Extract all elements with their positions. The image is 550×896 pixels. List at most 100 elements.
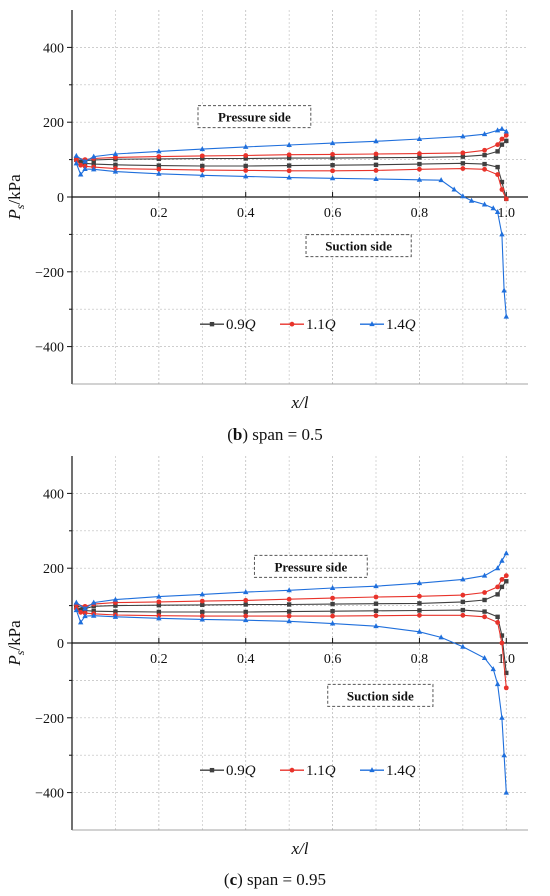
legend-label-q: Q bbox=[245, 317, 256, 333]
data-point bbox=[156, 603, 162, 608]
x-tick-label: 0.8 bbox=[411, 206, 429, 221]
data-point bbox=[373, 151, 379, 157]
legend-label: 1.1Q bbox=[306, 763, 336, 779]
data-point bbox=[499, 142, 505, 147]
x-tick-label: 0.6 bbox=[324, 206, 342, 221]
legend-label: 1.4Q bbox=[386, 317, 416, 333]
data-point bbox=[503, 573, 509, 579]
data-point bbox=[494, 681, 501, 687]
data-point bbox=[501, 752, 507, 758]
data-point bbox=[243, 153, 249, 158]
data-point bbox=[481, 654, 488, 660]
data-point bbox=[373, 594, 379, 600]
data-point bbox=[460, 193, 466, 199]
data-point bbox=[460, 612, 466, 618]
data-point bbox=[329, 620, 336, 626]
data-point bbox=[329, 585, 336, 591]
x-tick-label: 0.8 bbox=[411, 652, 429, 667]
data-point bbox=[482, 152, 487, 158]
y-tick-label: 400 bbox=[43, 487, 64, 502]
legend-label-q: Q bbox=[325, 317, 336, 333]
data-point bbox=[286, 155, 292, 161]
data-point bbox=[243, 589, 249, 595]
data-point bbox=[373, 583, 379, 589]
data-point bbox=[78, 160, 83, 165]
y-tick-label: −400 bbox=[35, 341, 64, 356]
data-point bbox=[460, 161, 466, 166]
data-point bbox=[199, 591, 205, 597]
data-point bbox=[286, 142, 292, 148]
caption-c: (c) span = 0.95 bbox=[223, 870, 327, 889]
legend-label-number: 1.4 bbox=[386, 317, 405, 333]
legend-label-q: Q bbox=[405, 763, 416, 779]
annotation-box bbox=[253, 554, 368, 578]
data-point bbox=[243, 143, 249, 149]
data-point bbox=[499, 136, 505, 142]
legend-label: 1.4Q bbox=[386, 763, 416, 779]
x-axis-label: x/l bbox=[291, 393, 309, 412]
data-point bbox=[286, 602, 292, 607]
data-point bbox=[495, 592, 500, 597]
data-point bbox=[417, 608, 422, 613]
data-point bbox=[113, 603, 118, 608]
data-point bbox=[438, 634, 444, 640]
series-line-pressure bbox=[76, 575, 507, 607]
data-point bbox=[286, 152, 292, 158]
legend-label-q: Q bbox=[245, 763, 256, 779]
data-point bbox=[77, 171, 84, 177]
y-tick-label: 0 bbox=[57, 191, 64, 206]
data-point bbox=[417, 593, 422, 599]
data-point bbox=[481, 131, 488, 137]
data-point bbox=[156, 599, 162, 605]
data-point bbox=[499, 557, 505, 563]
data-point bbox=[82, 165, 88, 171]
data-point bbox=[330, 595, 335, 601]
data-point bbox=[499, 633, 505, 638]
data-point bbox=[243, 156, 248, 161]
data-point bbox=[451, 186, 457, 192]
series-line-suction bbox=[75, 163, 507, 317]
data-point bbox=[156, 593, 162, 599]
legend-marker bbox=[289, 321, 295, 327]
data-point bbox=[199, 153, 205, 159]
y-tick-label: −400 bbox=[35, 787, 64, 802]
series-1.1Q bbox=[73, 573, 509, 691]
y-tick-label: 0 bbox=[57, 637, 64, 652]
annotation-box bbox=[305, 234, 412, 258]
data-point bbox=[417, 166, 422, 172]
data-point bbox=[499, 179, 505, 185]
data-point bbox=[243, 602, 248, 607]
data-point bbox=[200, 609, 205, 615]
legend-label-number: 0.9 bbox=[226, 763, 245, 779]
data-point bbox=[82, 613, 88, 619]
y-axis-label-main: P bbox=[5, 655, 24, 666]
data-point bbox=[494, 208, 501, 214]
data-point bbox=[330, 155, 335, 161]
x-tick-label: 0.4 bbox=[237, 652, 255, 667]
legend-label: 1.1Q bbox=[306, 317, 336, 333]
data-point bbox=[78, 162, 84, 168]
series-0.9Q bbox=[74, 579, 509, 676]
data-point bbox=[330, 163, 335, 168]
legend-marker bbox=[289, 767, 295, 773]
data-point bbox=[113, 162, 118, 168]
data-point bbox=[503, 789, 509, 795]
data-point bbox=[73, 160, 80, 166]
data-point bbox=[243, 173, 249, 179]
data-point bbox=[499, 231, 505, 237]
data-point bbox=[243, 613, 249, 619]
data-point bbox=[460, 150, 466, 156]
data-point bbox=[495, 620, 500, 625]
data-point bbox=[329, 175, 336, 181]
data-point bbox=[73, 599, 80, 605]
annotation-text: Suction side bbox=[325, 239, 392, 254]
data-point bbox=[460, 599, 466, 605]
data-point bbox=[373, 176, 379, 182]
data-point bbox=[503, 550, 509, 556]
data-point bbox=[73, 607, 80, 613]
data-point bbox=[416, 176, 423, 182]
legend: 0.9Q 1.1Q 1.4Q bbox=[200, 763, 416, 779]
data-point bbox=[495, 172, 500, 177]
data-point bbox=[417, 601, 422, 606]
